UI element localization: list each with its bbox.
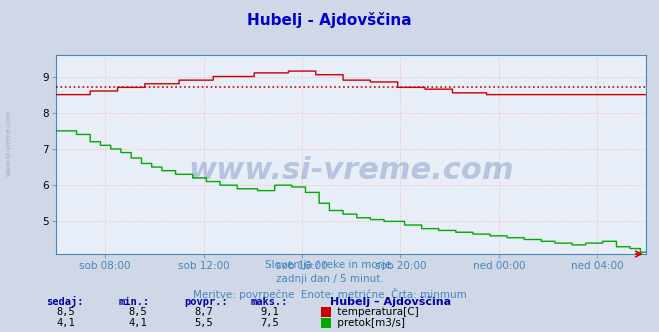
Text: Meritve: povrpečne  Enote: metrične  Črta: minmum: Meritve: povrpečne Enote: metrične Črta:… (192, 288, 467, 300)
Text: sedaj:: sedaj: (46, 296, 84, 307)
Text: povpr.:: povpr.: (185, 297, 228, 307)
Text: www.si-vreme.com: www.si-vreme.com (5, 110, 12, 176)
Text: pretok[m3/s]: pretok[m3/s] (334, 318, 405, 328)
Text: min.:: min.: (119, 297, 150, 307)
Text: temperatura[C]: temperatura[C] (334, 307, 419, 317)
Text: Slovenija / reke in morje.: Slovenija / reke in morje. (264, 260, 395, 270)
Text: 5,5: 5,5 (194, 318, 213, 328)
Text: 9,1: 9,1 (260, 307, 279, 317)
Text: maks.:: maks.: (250, 297, 288, 307)
Text: 8,7: 8,7 (194, 307, 213, 317)
Text: zadnji dan / 5 minut.: zadnji dan / 5 minut. (275, 274, 384, 284)
Text: 8,5: 8,5 (129, 307, 147, 317)
Text: 4,1: 4,1 (129, 318, 147, 328)
Text: Hubelj – Ajdovščina: Hubelj – Ajdovščina (330, 296, 451, 307)
Text: 8,5: 8,5 (56, 307, 74, 317)
Text: www.si-vreme.com: www.si-vreme.com (188, 156, 514, 185)
Text: Hubelj - Ajdovščina: Hubelj - Ajdovščina (247, 12, 412, 28)
Text: 7,5: 7,5 (260, 318, 279, 328)
Text: 4,1: 4,1 (56, 318, 74, 328)
